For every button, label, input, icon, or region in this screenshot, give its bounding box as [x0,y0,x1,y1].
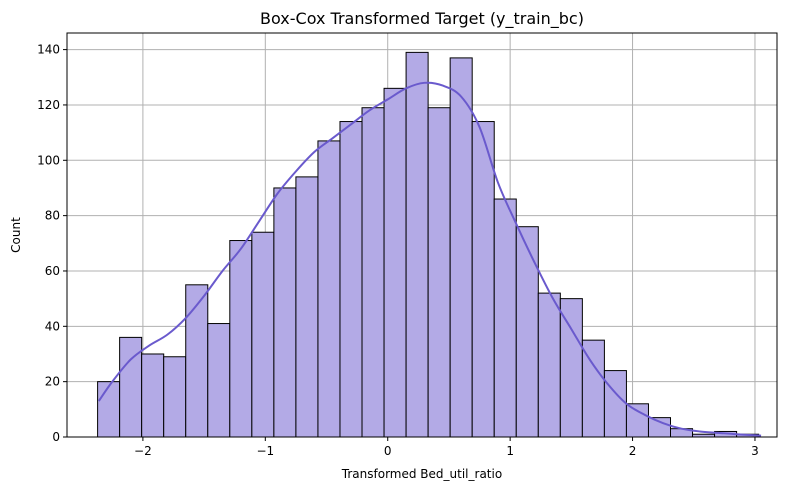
histogram-bar-10 [317,140,341,438]
y-tick-label: 0 [52,430,60,444]
histogram-bar-6 [229,240,253,438]
y-tick-label: 80 [45,209,60,223]
chart-title: Box-Cox Transformed Target (y_train_bc) [260,9,584,29]
histogram-bar-14 [405,51,429,438]
histogram-bar-11 [339,121,363,438]
histogram-bar-18 [493,198,517,438]
x-tick-label: −1 [256,444,274,458]
x-tick-label: −2 [134,444,152,458]
histogram-bar-8 [273,187,297,438]
tick-labels: −2 −1 0 1 2 3 0 20 40 60 80 100 120 140 [37,43,759,458]
y-tick-label: 140 [37,43,60,57]
histogram-bar-24 [625,403,649,438]
histogram-bar-25 [647,417,671,438]
histogram-bar-3 [163,356,187,438]
plot-frame [66,32,778,438]
axes [63,32,778,441]
x-tick-label: 2 [629,444,637,458]
x-tick-label: 3 [751,444,759,458]
histogram-bar-0 [97,381,121,438]
histogram-bar-5 [207,323,231,438]
x-axis-label: Transformed Bed_util_ratio [341,467,502,481]
y-tick-label: 60 [45,264,60,278]
histogram-bar-15 [427,107,451,438]
histogram-bar-9 [295,176,319,438]
x-tick-label: 1 [506,444,514,458]
kde-curve-layer [98,81,762,437]
y-tick-label: 20 [45,375,60,389]
histogram-bar-19 [515,226,539,438]
histogram-bar-23 [603,370,627,438]
histogram-bar-16 [449,57,473,438]
histogram-bar-13 [383,87,407,438]
histogram-bars [97,51,760,438]
histogram-bar-17 [471,121,495,438]
histogram-bar-12 [361,107,385,438]
histogram-bar-7 [251,231,275,438]
histogram-bar-2 [141,353,165,438]
y-tick-label: 120 [37,98,60,112]
x-tick-label: 0 [384,444,392,458]
y-tick-label: 100 [37,153,60,167]
histogram-bar-21 [559,298,583,438]
histogram-bar-20 [537,292,561,438]
y-tick-label: 40 [45,319,60,333]
y-axis-label: Count [9,217,23,253]
histogram-bar-4 [185,284,209,438]
kde-curve [98,81,762,437]
